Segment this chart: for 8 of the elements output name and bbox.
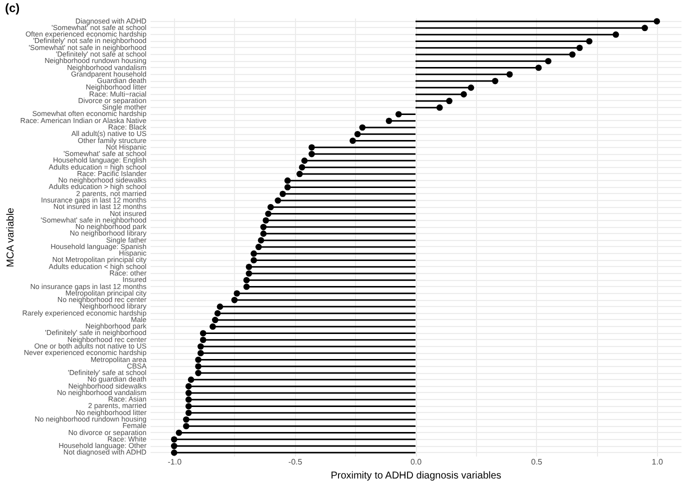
x-tick-label: -1.0 bbox=[168, 458, 182, 466]
y-axis-title: MCA variable bbox=[5, 207, 16, 268]
x-tick-label: -0.5 bbox=[288, 458, 303, 466]
x-axis-title: Proximity to ADHD diagnosis variables bbox=[330, 470, 502, 482]
x-tick-label: 1.0 bbox=[652, 458, 664, 466]
x-tick-label: 0.0 bbox=[410, 458, 422, 466]
x-tick-label: 0.5 bbox=[531, 458, 543, 466]
text: (c) bbox=[4, 0, 20, 15]
